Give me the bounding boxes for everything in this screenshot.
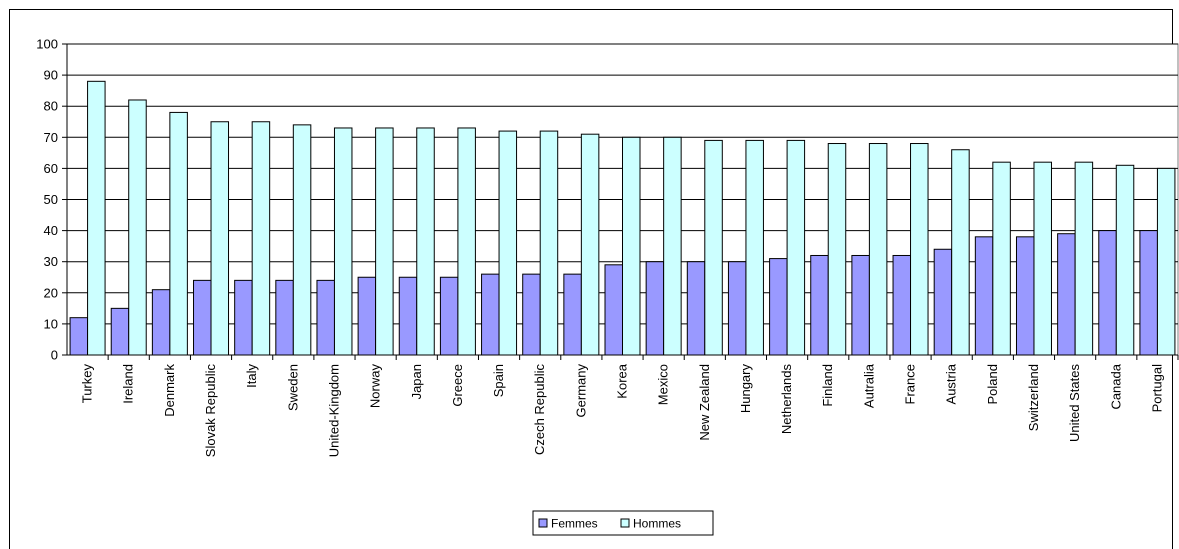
bar-femmes <box>439 276 459 356</box>
bar-hommes <box>580 133 600 356</box>
bar-hommes <box>827 143 847 356</box>
bar-femmes <box>851 254 870 356</box>
category-label: Netherlands <box>779 364 794 435</box>
category-label: Mexico <box>656 364 671 405</box>
category-label: Turkey <box>80 364 95 404</box>
category-label: Italy <box>244 364 259 388</box>
category-label: Finland <box>820 364 835 407</box>
bar-hommes <box>375 127 394 356</box>
bar-femmes <box>193 279 212 356</box>
category-label: United States <box>1067 364 1082 443</box>
bar-femmes <box>563 273 582 356</box>
bar-hommes <box>498 130 518 356</box>
bar-hommes <box>128 99 147 356</box>
y-tick-label: 70 <box>44 130 58 145</box>
bar-femmes <box>481 273 500 356</box>
category-label: Spain <box>491 364 506 397</box>
bar-femmes <box>933 248 953 356</box>
bar-hommes <box>416 127 435 356</box>
category-label: Norway <box>368 364 383 409</box>
bar-femmes <box>151 289 171 356</box>
bar-femmes <box>727 261 747 356</box>
bar-hommes <box>951 149 970 356</box>
bar-hommes <box>169 111 188 356</box>
category-label: Poland <box>985 364 1000 404</box>
bar-hommes <box>333 127 353 356</box>
category-label: Japan <box>409 364 424 399</box>
bar-femmes <box>1015 236 1035 356</box>
category-label: Ireland <box>121 364 136 404</box>
category-label: Czech Republic <box>532 364 547 456</box>
bar-femmes <box>686 261 706 356</box>
bar-femmes <box>645 261 665 356</box>
legend-label-femmes: Femmes <box>551 517 598 531</box>
legend-swatch-femmes <box>538 518 548 528</box>
y-tick-label: 60 <box>44 161 58 176</box>
category-label: Hungary <box>738 364 753 414</box>
bar-hommes <box>745 139 764 356</box>
category-label: United-Kingdom <box>326 364 341 457</box>
bar-femmes <box>810 254 829 356</box>
bar-femmes <box>892 254 912 356</box>
y-tick-label: 10 <box>44 316 58 331</box>
category-label: France <box>903 364 918 404</box>
bar-femmes <box>1057 233 1076 356</box>
bar-hommes <box>539 130 559 356</box>
bar-femmes <box>522 273 541 356</box>
legend-swatch-hommes <box>620 518 630 528</box>
bar-femmes <box>234 279 253 356</box>
bar-femmes <box>275 279 294 356</box>
bar-hommes <box>910 143 929 356</box>
bar-hommes <box>622 136 641 356</box>
y-tick-label: 30 <box>44 254 58 269</box>
y-tick-label: 100 <box>36 37 58 52</box>
bar-hommes <box>251 121 271 356</box>
bar-femmes <box>974 236 994 356</box>
bar-femmes <box>316 279 335 356</box>
category-label: Austria <box>944 363 959 404</box>
bar-hommes <box>1156 167 1176 356</box>
y-tick-label: 20 <box>44 285 58 300</box>
y-tick-label: 90 <box>44 68 58 83</box>
bar-femmes <box>110 307 130 356</box>
bar-femmes <box>357 276 377 356</box>
category-label: Switzerland <box>1026 364 1041 431</box>
category-label: Sweden <box>285 364 300 411</box>
y-tick-label: 50 <box>44 192 58 207</box>
bar-femmes <box>69 317 89 356</box>
category-label: New Zealand <box>697 364 712 441</box>
legend-label-hommes: Hommes <box>633 517 681 531</box>
bar-hommes <box>1033 161 1052 356</box>
bar-femmes <box>1139 230 1158 356</box>
category-label: Slovak Republic <box>203 364 218 458</box>
bar-hommes <box>868 143 888 356</box>
bar-femmes <box>1098 230 1117 356</box>
category-label: Denmark <box>162 364 177 417</box>
category-label: Portugal <box>1149 364 1164 413</box>
y-tick-label: 80 <box>44 99 58 114</box>
category-label: Korea <box>615 363 630 398</box>
bar-hommes <box>1074 161 1094 356</box>
y-tick-label: 0 <box>51 348 58 363</box>
bar-femmes <box>604 264 623 356</box>
category-label: Autralia <box>861 363 876 408</box>
bar-hommes <box>992 161 1011 356</box>
category-label: Canada <box>1108 363 1123 409</box>
bar-hommes <box>292 124 312 356</box>
bar-hommes <box>704 139 723 356</box>
bar-hommes <box>210 121 230 356</box>
bar-femmes <box>398 276 418 356</box>
category-label: Germany <box>573 364 588 418</box>
bar-hommes <box>663 136 682 356</box>
category-label: Greece <box>450 364 465 407</box>
bar-hommes <box>87 80 106 356</box>
bar-femmes <box>769 258 788 356</box>
y-tick-label: 40 <box>44 223 58 238</box>
bar-hommes <box>457 127 476 356</box>
bar-hommes <box>786 139 806 356</box>
bar-hommes <box>1115 164 1135 356</box>
